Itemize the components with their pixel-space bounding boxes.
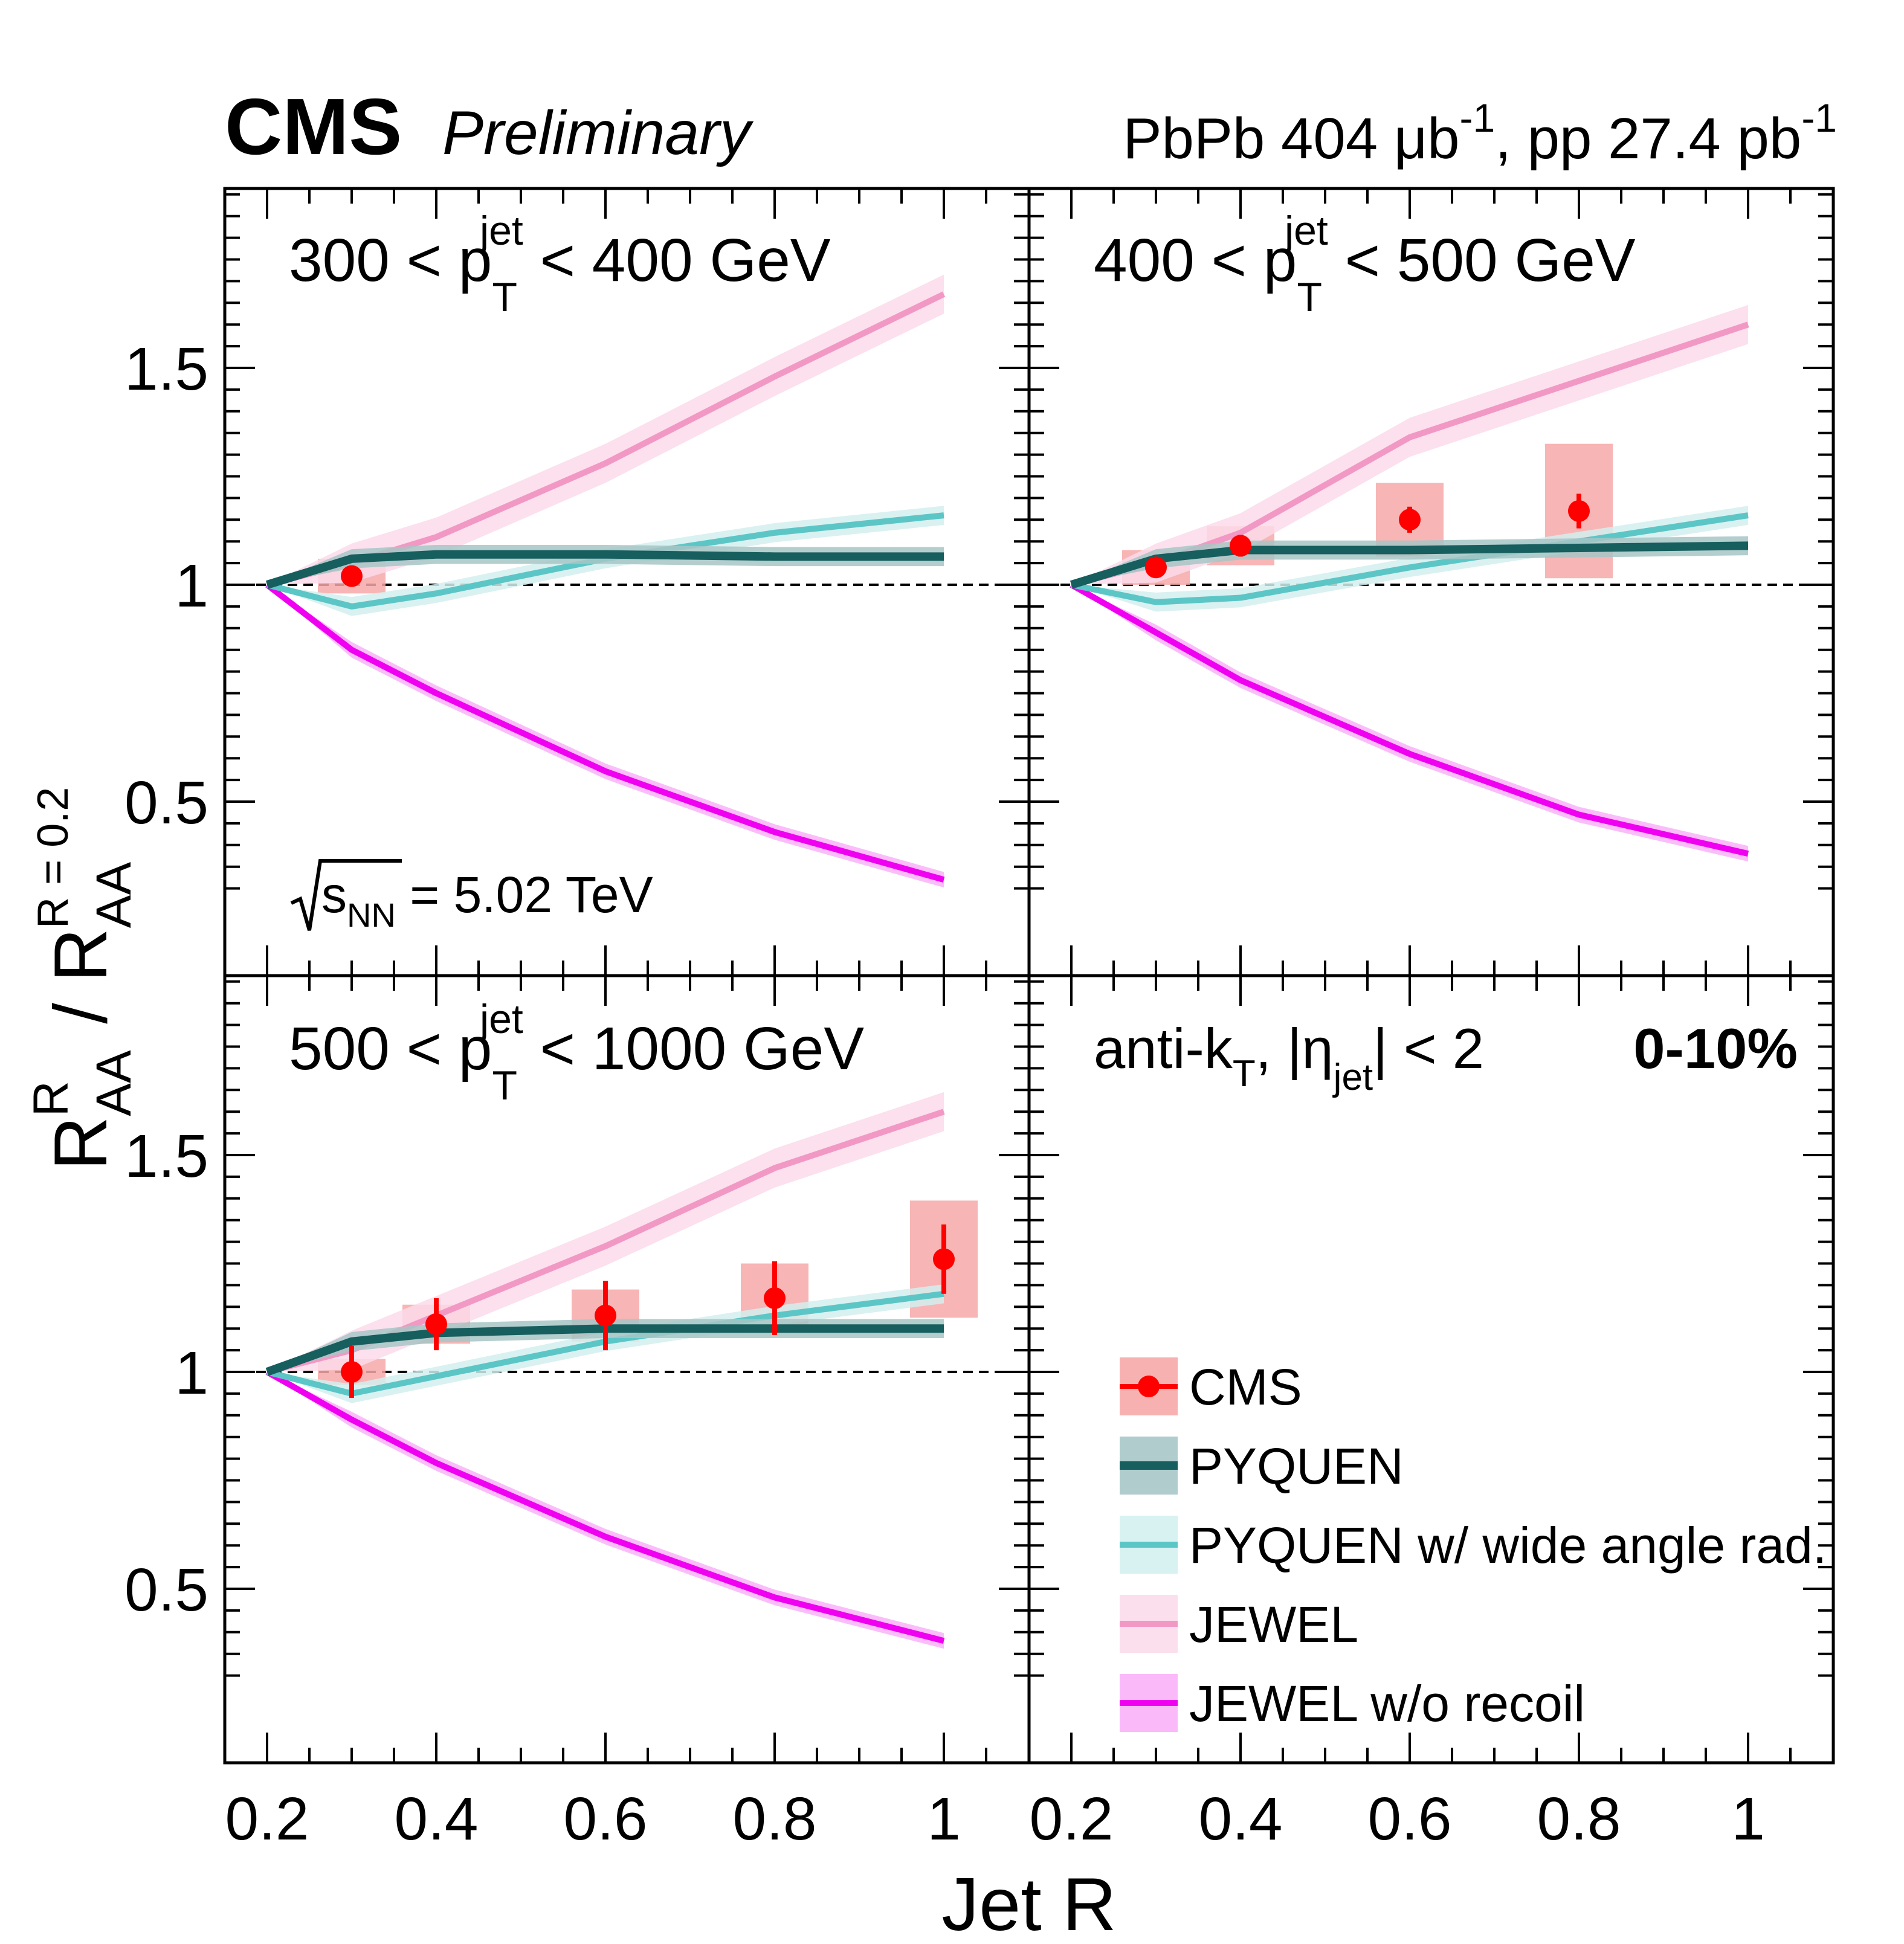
x-tick-label: 0.2 [1029,1785,1113,1853]
y-axis-title: RAAR / RAAR = 0.2 [24,787,141,1171]
jewel-w-o-recoil-line [1070,582,1749,857]
pyquen-w-wide-angle-rad-line [266,1290,944,1397]
jewel-band [267,274,944,585]
lumi-pbpb-exp: -1 [1460,95,1496,140]
y-tick-label: 1.5 [124,335,208,403]
x-tick-label: 0.8 [1537,1785,1621,1853]
lumi-pbpb: PbPb 404 μb [1123,106,1459,171]
centrality-label: 0-10% [1633,1017,1798,1080]
y-tick-label: 1.5 [124,1122,208,1190]
x-tick-label: 0.2 [225,1785,309,1853]
x-tick-label: 0.4 [394,1785,478,1853]
y-tick-label: 0.5 [124,1556,208,1624]
cms-point [341,1361,363,1383]
pyquen-line [265,550,944,589]
x-tick-label: 0.8 [732,1785,816,1853]
jewel-w-o-recoil-line [265,582,945,883]
pyquen-w-wide-angle-rad-line [266,512,944,610]
x-axis-title: Jet R [941,1863,1116,1944]
x-tick-label: 1 [1731,1785,1765,1853]
cms-point [1145,556,1167,579]
legend-label-pyquen-w-wide-angle-rad: PYQUEN w/ wide angle rad. [1189,1517,1827,1574]
jewel-w-o-recoil-band [1071,585,1748,862]
x-tick-label: 0.4 [1198,1785,1282,1853]
y-tick-label: 1 [175,552,208,620]
panel1-pt-label: 300 < pTjet < 400 GeV [289,208,831,320]
jewel-band [1071,304,1748,585]
legend: CMS PYQUEN PYQUEN w/ wide angle rad. JEWEL J… [1120,1357,1827,1732]
pyquen-w-wide-angle-rad-line [1070,512,1749,605]
cms-point [933,1248,955,1270]
cms-point [341,565,363,587]
pyquen-line [1070,541,1749,589]
algorithm-label: anti-kT, |ηjet| < 2 [1094,1017,1484,1098]
cms-point [1399,509,1421,531]
legend-label-jewel: JEWEL [1189,1596,1358,1653]
cms-point [1230,535,1251,557]
x-tick-label: 0.6 [563,1785,647,1853]
panel2-pt-label: 400 < pTjet < 500 GeV [1094,208,1636,320]
pyquen-line [265,1324,944,1376]
cms-point [764,1287,786,1309]
legend-label-jewel-w-o-recoil: JEWEL w/o recoil [1189,1675,1585,1732]
panel-400-500 [1029,304,1833,862]
y-tick-label: 1 [175,1339,208,1407]
sqrt-symbol [290,859,402,931]
luminosity-label: PbPb 404 μb-1, pp 27.4 pb-1 [1123,95,1837,171]
energy-label: sNN = 5.02 TeV [290,859,653,934]
y-tick-label: 0.5 [124,769,208,837]
lumi-pp: , pp 27.4 pb [1495,106,1801,171]
lumi-pp-exp: -1 [1801,95,1837,140]
cms-point [595,1304,616,1327]
x-tick-label: 1 [927,1785,961,1853]
jewel-w-o-recoil-line [265,1369,945,1644]
cms-point [1568,500,1590,522]
preliminary-label: Preliminary [442,98,754,167]
cms-label: CMS [225,82,402,171]
jewel-w-o-recoil-band [267,1372,944,1649]
legend-label-cms: CMS [1189,1359,1302,1415]
svg-text:sNN = 5.02 TeV: sNN = 5.02 TeV [321,866,653,934]
panel-500-1000 [225,1092,1029,1649]
x-tick-label: 0.6 [1367,1785,1451,1853]
legend-label-pyquen: PYQUEN [1189,1438,1404,1495]
axes-frame: 0.2 0.4 0.6 0.8 1 0.2 0.4 0.6 0.8 1 0.5 1 1.5 0.5 1 1.5 [124,187,1835,1853]
legend-marker-cms [1138,1376,1160,1397]
panel3-pt-label: 500 < pTjet < 1000 GeV [289,996,864,1109]
panel-300-400 [225,274,1029,888]
cms-point [425,1313,447,1336]
jewel-w-o-recoil-band [267,585,944,888]
